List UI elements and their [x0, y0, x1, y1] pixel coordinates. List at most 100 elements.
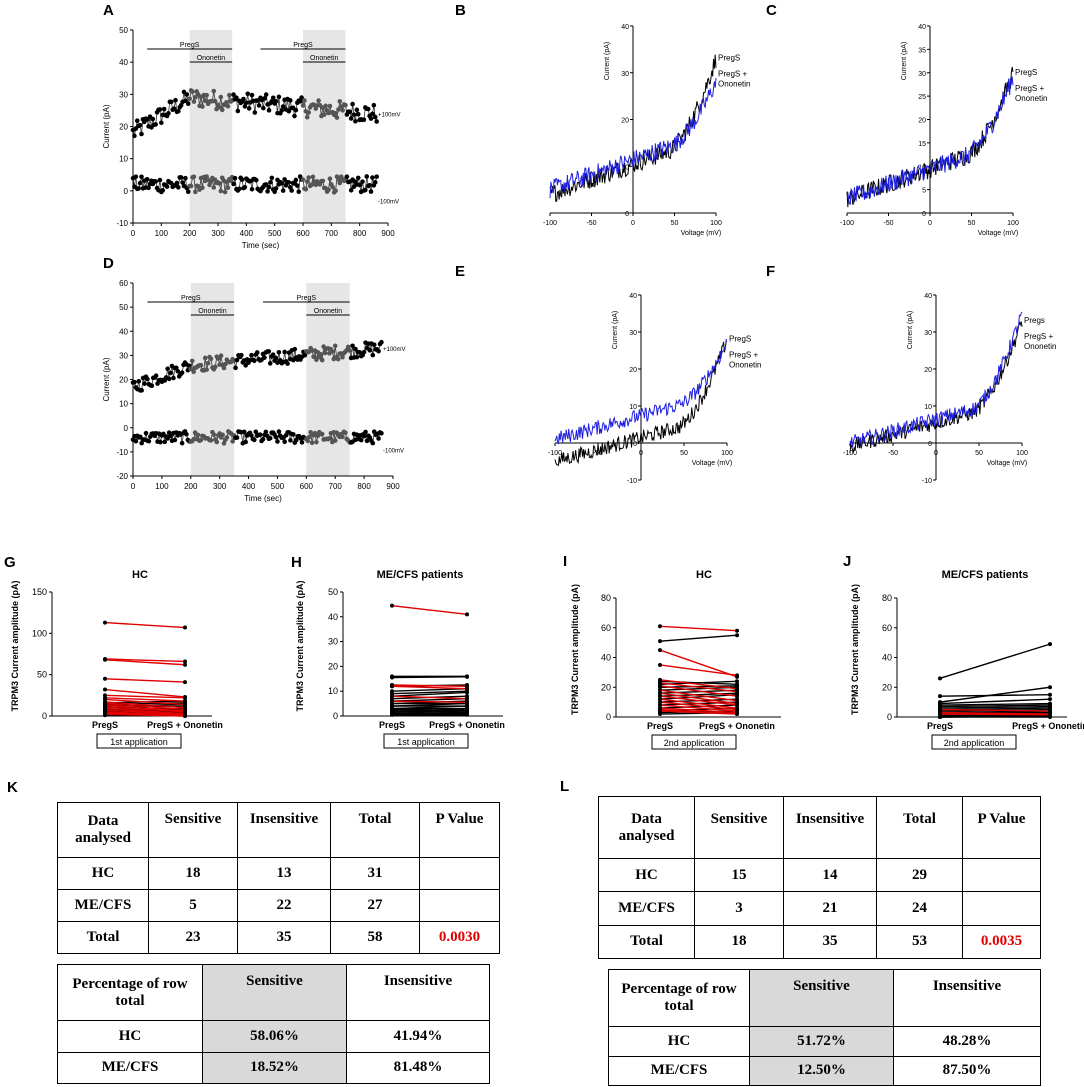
y-tick-label: 30: [621, 71, 629, 78]
trace-plus-100mv-point: [350, 343, 355, 349]
trace-plus-100mv-point: [276, 349, 282, 355]
trace-minus-100mv-point: [340, 434, 345, 440]
trace-plus-100mv-point: [165, 366, 170, 372]
trace-minus-100mv-point: [348, 187, 354, 193]
panel-label-c: C: [766, 2, 777, 19]
trace-minus-100mv-point: [266, 184, 272, 190]
y-tick-label: 150: [32, 587, 47, 597]
paired-chart-i: HC 0 20 40 60 80 TRPM3 Current amplitude (pA) P…: [570, 569, 781, 750]
pair-insensitive-line: [391, 710, 468, 713]
y-tick-label: 80: [601, 593, 611, 603]
trace-minus-100mv-point: [370, 440, 376, 446]
trace-plus-100mv-point: [361, 117, 367, 123]
trace-label-plus: +100mV: [383, 347, 406, 353]
x-tick-label: 400: [240, 229, 254, 238]
table-row: HC 58.06% 41.94%: [57, 1020, 490, 1053]
trace-plus-100mv-point: [204, 367, 209, 372]
x-axis-label: Voltage (mV): [681, 230, 721, 237]
trace-black-pregs: [554, 340, 728, 467]
pregs-label: PregS: [180, 42, 200, 49]
header-insensitive: Insensitive: [346, 964, 490, 1021]
trace-plus-100mv-point: [361, 349, 367, 355]
pair-sensitive-point: [735, 712, 739, 717]
x-tick-label: 0: [934, 450, 938, 457]
legend-blue-line1: PregS +: [1024, 332, 1053, 341]
trace-minus-100mv-point: [174, 180, 180, 186]
trace-minus-100mv-point: [320, 178, 326, 184]
trace-plus-100mv-point: [213, 364, 218, 370]
y-tick-label: 0: [606, 712, 611, 722]
trace-minus-100mv-point: [296, 189, 302, 195]
pair-sensitive-line: [104, 658, 186, 663]
trace-minus-100mv-point: [143, 430, 149, 436]
pair-insensitive-line: [939, 643, 1051, 679]
trace-minus-100mv-point: [221, 441, 227, 446]
y-tick-label: 0: [42, 711, 47, 721]
trace-plus-100mv-point: [171, 375, 176, 381]
pair-insensitive-line: [391, 676, 468, 679]
trace-minus-100mv-point: [269, 175, 275, 181]
table-row: ME/CFS 12.50% 87.50%: [608, 1055, 1041, 1086]
pair-sensitive-point: [183, 695, 187, 700]
pair-sensitive-line: [104, 709, 186, 716]
trace-minus-100mv-point: [198, 437, 204, 443]
trace-minus-100mv-point: [273, 434, 279, 440]
category-label: PregS + Ononetin: [699, 721, 775, 731]
trace-minus-100mv-point: [326, 187, 331, 193]
trace-blue-pregs-ononetin: [554, 339, 728, 445]
trace-plus-100mv-point: [249, 92, 255, 98]
trace-plus-100mv-point: [292, 113, 297, 119]
category-label: PregS: [379, 720, 405, 730]
y-tick-label: 60: [119, 279, 128, 288]
trace-minus-100mv-point: [293, 437, 299, 443]
pair-sensitive-point: [658, 703, 662, 708]
y-tick-label: 30: [119, 351, 128, 360]
table-l-contingency: Data analysed Sensitive Insensitive Total…: [598, 796, 1041, 960]
y-tick-label: 0: [887, 712, 892, 722]
y-tick-label: 30: [629, 330, 637, 337]
x-tick-label: 600: [296, 229, 310, 238]
trace-minus-100mv-point: [304, 179, 310, 184]
pair-sensitive-line: [104, 706, 186, 713]
y-tick-label: 20: [621, 118, 629, 125]
trace-minus-100mv-point: [333, 188, 338, 194]
trace-plus-100mv-point: [166, 111, 171, 116]
x-tick-label: 100: [155, 482, 169, 491]
pair-sensitive-point: [735, 698, 739, 703]
trace-minus-100mv-point: [236, 186, 242, 192]
trace-plus-100mv-point: [293, 107, 299, 113]
trace-plus-100mv-point: [168, 99, 174, 105]
trace-blue-pregs-ononetin: [846, 76, 1014, 205]
trace-minus-100mv-point: [308, 429, 313, 435]
legend-blue-line2: Ononetin: [718, 80, 750, 89]
pair-sensitive-point: [103, 657, 107, 662]
pair-sensitive-point: [103, 620, 107, 625]
pair-sensitive-point: [658, 688, 662, 693]
y-tick-label: 20: [882, 682, 892, 692]
trace-minus-100mv-point: [267, 435, 273, 441]
trace-minus-100mv-point: [263, 429, 269, 435]
trace-minus-100mv-point: [157, 177, 163, 183]
pair-sensitive-line: [939, 711, 1051, 715]
y-tick-label: 25: [918, 94, 926, 101]
x-tick-label: 50: [671, 220, 679, 227]
header-percentage-row-total: Percentage of row total: [608, 969, 750, 1027]
trace-plus-100mv-point: [189, 358, 195, 364]
trace-minus-100mv-point: [188, 183, 194, 189]
y-axis-label: Current (pA): [612, 311, 619, 350]
pair-insensitive-point: [390, 712, 394, 717]
pair-insensitive-line: [939, 704, 1051, 708]
y-tick-label: 0: [124, 187, 129, 196]
pair-sensitive-point: [658, 662, 662, 667]
trace-plus-100mv-point: [267, 361, 273, 366]
pair-sensitive-point: [735, 628, 739, 633]
trace-minus-100mv-point: [158, 439, 163, 445]
trace-minus-100mv-point: [160, 188, 166, 193]
trace-plus-100mv-point: [353, 119, 358, 124]
trace-plus-100mv-point: [235, 108, 241, 114]
panel-label-l: L: [560, 778, 570, 795]
trace-plus-100mv-point: [343, 102, 348, 108]
trace-plus-100mv-point: [345, 344, 351, 350]
y-tick-label: 10: [918, 164, 926, 171]
